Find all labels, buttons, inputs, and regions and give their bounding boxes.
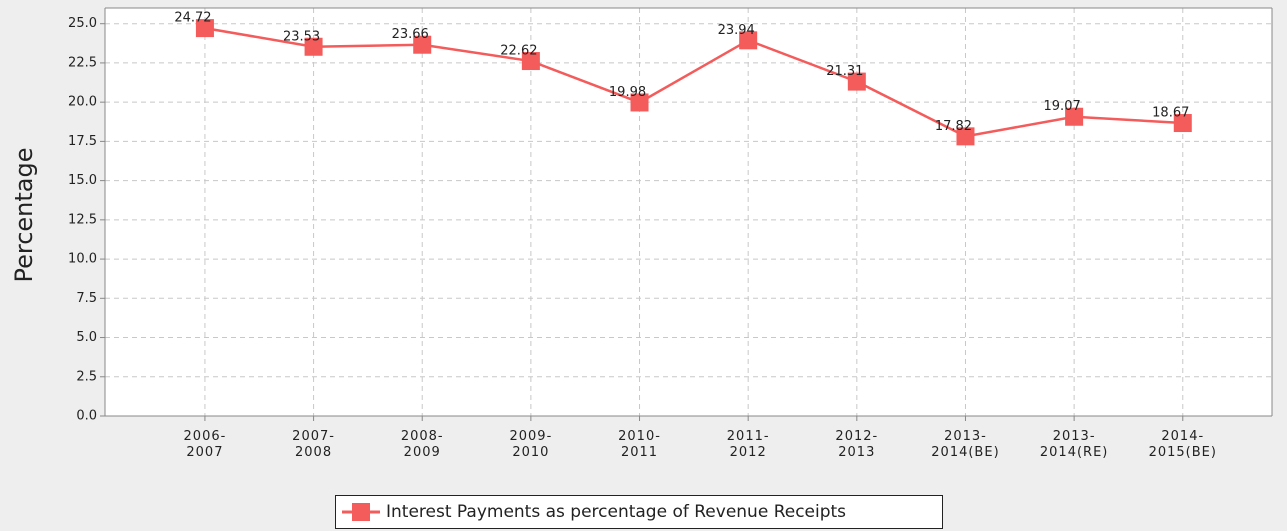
y-tick-label: 12.5 [68,212,97,227]
legend-marker [342,503,380,521]
data-label: 19.07 [1044,99,1081,114]
y-tick-label: 22.5 [68,55,97,70]
x-tick-label: 2010- 2011 [618,429,661,460]
x-tick-label: 2006- 2007 [183,429,227,460]
plot-area [105,8,1272,416]
y-tick-label: 17.5 [68,134,97,149]
legend-square [352,503,370,521]
x-tick-label: 2011- 2012 [726,429,770,460]
x-tick-label: 2008- 2009 [400,429,444,460]
data-label: 19.98 [609,85,646,100]
data-label: 23.53 [283,29,320,44]
legend-label: Interest Payments as percentage of Reven… [386,502,847,522]
data-label: 23.94 [718,23,755,38]
legend: Interest Payments as percentage of Reven… [335,495,943,529]
x-tick-label: 2007- 2008 [292,429,335,460]
point [304,37,323,56]
data-label: 17.82 [935,119,972,134]
data-label: 21.31 [826,64,863,79]
data-label: 22.62 [500,44,537,59]
x-tick-label: 2014- 2015(BE) [1148,429,1217,460]
point [521,52,540,71]
y-tick-label: 0.0 [76,409,97,424]
point [413,35,432,54]
x-tick-label: 2013- 2014(RE) [1039,429,1109,460]
point [956,127,975,146]
y-axis-label: Percentage [10,147,38,282]
data-label: 24.72 [174,11,211,26]
y-tick-label: 25.0 [68,16,97,31]
y-tick-label: 7.5 [76,291,97,306]
x-tick-label: 2009- 2010 [509,429,553,460]
point [847,72,866,91]
x-tick-label: 2012- 2013 [835,429,879,460]
point [630,93,649,112]
y-tick-label: 2.5 [76,369,97,384]
point [739,31,758,50]
x-tick-label: 2013- 2014(BE) [931,429,1000,460]
data-label: 18.67 [1152,106,1189,121]
data-label: 23.66 [392,27,429,42]
point [1173,114,1192,133]
y-tick-label: 10.0 [68,252,97,267]
y-tick-label: 15.0 [68,173,97,188]
series-line [204,26,1183,138]
point [195,19,214,38]
y-tick-label: 20.0 [68,95,97,110]
y-tick-label: 5.0 [76,330,97,345]
point [1065,107,1084,126]
